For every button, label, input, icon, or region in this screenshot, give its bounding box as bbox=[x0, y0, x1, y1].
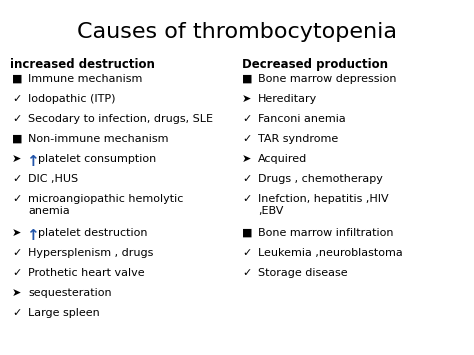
Text: ✓: ✓ bbox=[12, 114, 21, 124]
Text: ■: ■ bbox=[12, 134, 22, 144]
Text: Immune mechanism: Immune mechanism bbox=[28, 74, 142, 84]
Text: Secodary to infection, drugs, SLE: Secodary to infection, drugs, SLE bbox=[28, 114, 213, 124]
Text: ✓: ✓ bbox=[12, 268, 21, 278]
Text: ✓: ✓ bbox=[12, 194, 21, 204]
Text: Large spleen: Large spleen bbox=[28, 308, 100, 318]
Text: microangiopathic hemolytic
anemia: microangiopathic hemolytic anemia bbox=[28, 194, 183, 215]
Text: sequesteration: sequesteration bbox=[28, 288, 111, 298]
Text: Prothetic heart valve: Prothetic heart valve bbox=[28, 268, 145, 278]
Text: ✓: ✓ bbox=[242, 134, 251, 144]
Text: ✓: ✓ bbox=[242, 248, 251, 258]
Text: Iodopathic (ITP): Iodopathic (ITP) bbox=[28, 94, 116, 104]
Text: ■: ■ bbox=[242, 74, 253, 84]
Text: Hereditary: Hereditary bbox=[258, 94, 317, 104]
Text: ➤: ➤ bbox=[12, 288, 21, 298]
Text: ✓: ✓ bbox=[242, 268, 251, 278]
Text: ➤: ➤ bbox=[242, 94, 251, 104]
Text: ✓: ✓ bbox=[242, 174, 251, 184]
Text: platelet consumption: platelet consumption bbox=[38, 154, 156, 164]
Text: ➤: ➤ bbox=[242, 154, 251, 164]
Text: Storage disease: Storage disease bbox=[258, 268, 347, 278]
Text: ✓: ✓ bbox=[12, 308, 21, 318]
Text: Acquired: Acquired bbox=[258, 154, 307, 164]
Text: Leukemia ,neuroblastoma: Leukemia ,neuroblastoma bbox=[258, 248, 403, 258]
Text: Bone marrow infiltration: Bone marrow infiltration bbox=[258, 228, 393, 238]
Text: Bone marrow depression: Bone marrow depression bbox=[258, 74, 396, 84]
Text: ✓: ✓ bbox=[12, 248, 21, 258]
Text: ➤: ➤ bbox=[12, 154, 21, 164]
Text: Non-immune mechanism: Non-immune mechanism bbox=[28, 134, 168, 144]
Text: Inefction, hepatitis ,HIV
,EBV: Inefction, hepatitis ,HIV ,EBV bbox=[258, 194, 389, 215]
Text: ✓: ✓ bbox=[12, 174, 21, 184]
Text: ✓: ✓ bbox=[12, 94, 21, 104]
Text: ✓: ✓ bbox=[242, 194, 251, 204]
Text: DIC ,HUS: DIC ,HUS bbox=[28, 174, 78, 184]
Text: Drugs , chemotherapy: Drugs , chemotherapy bbox=[258, 174, 383, 184]
Text: ■: ■ bbox=[242, 228, 253, 238]
Text: ↑: ↑ bbox=[26, 228, 39, 243]
Text: TAR syndrome: TAR syndrome bbox=[258, 134, 338, 144]
Text: platelet destruction: platelet destruction bbox=[38, 228, 147, 238]
Text: ■: ■ bbox=[12, 74, 22, 84]
Text: ↑: ↑ bbox=[26, 154, 39, 169]
Text: Hypersplenism , drugs: Hypersplenism , drugs bbox=[28, 248, 154, 258]
Text: ✓: ✓ bbox=[242, 114, 251, 124]
Text: Causes of thrombocytopenia: Causes of thrombocytopenia bbox=[77, 22, 397, 42]
Text: Decreased production: Decreased production bbox=[242, 58, 388, 71]
Text: ➤: ➤ bbox=[12, 228, 21, 238]
Text: Fanconi anemia: Fanconi anemia bbox=[258, 114, 346, 124]
Text: increased destruction: increased destruction bbox=[10, 58, 155, 71]
